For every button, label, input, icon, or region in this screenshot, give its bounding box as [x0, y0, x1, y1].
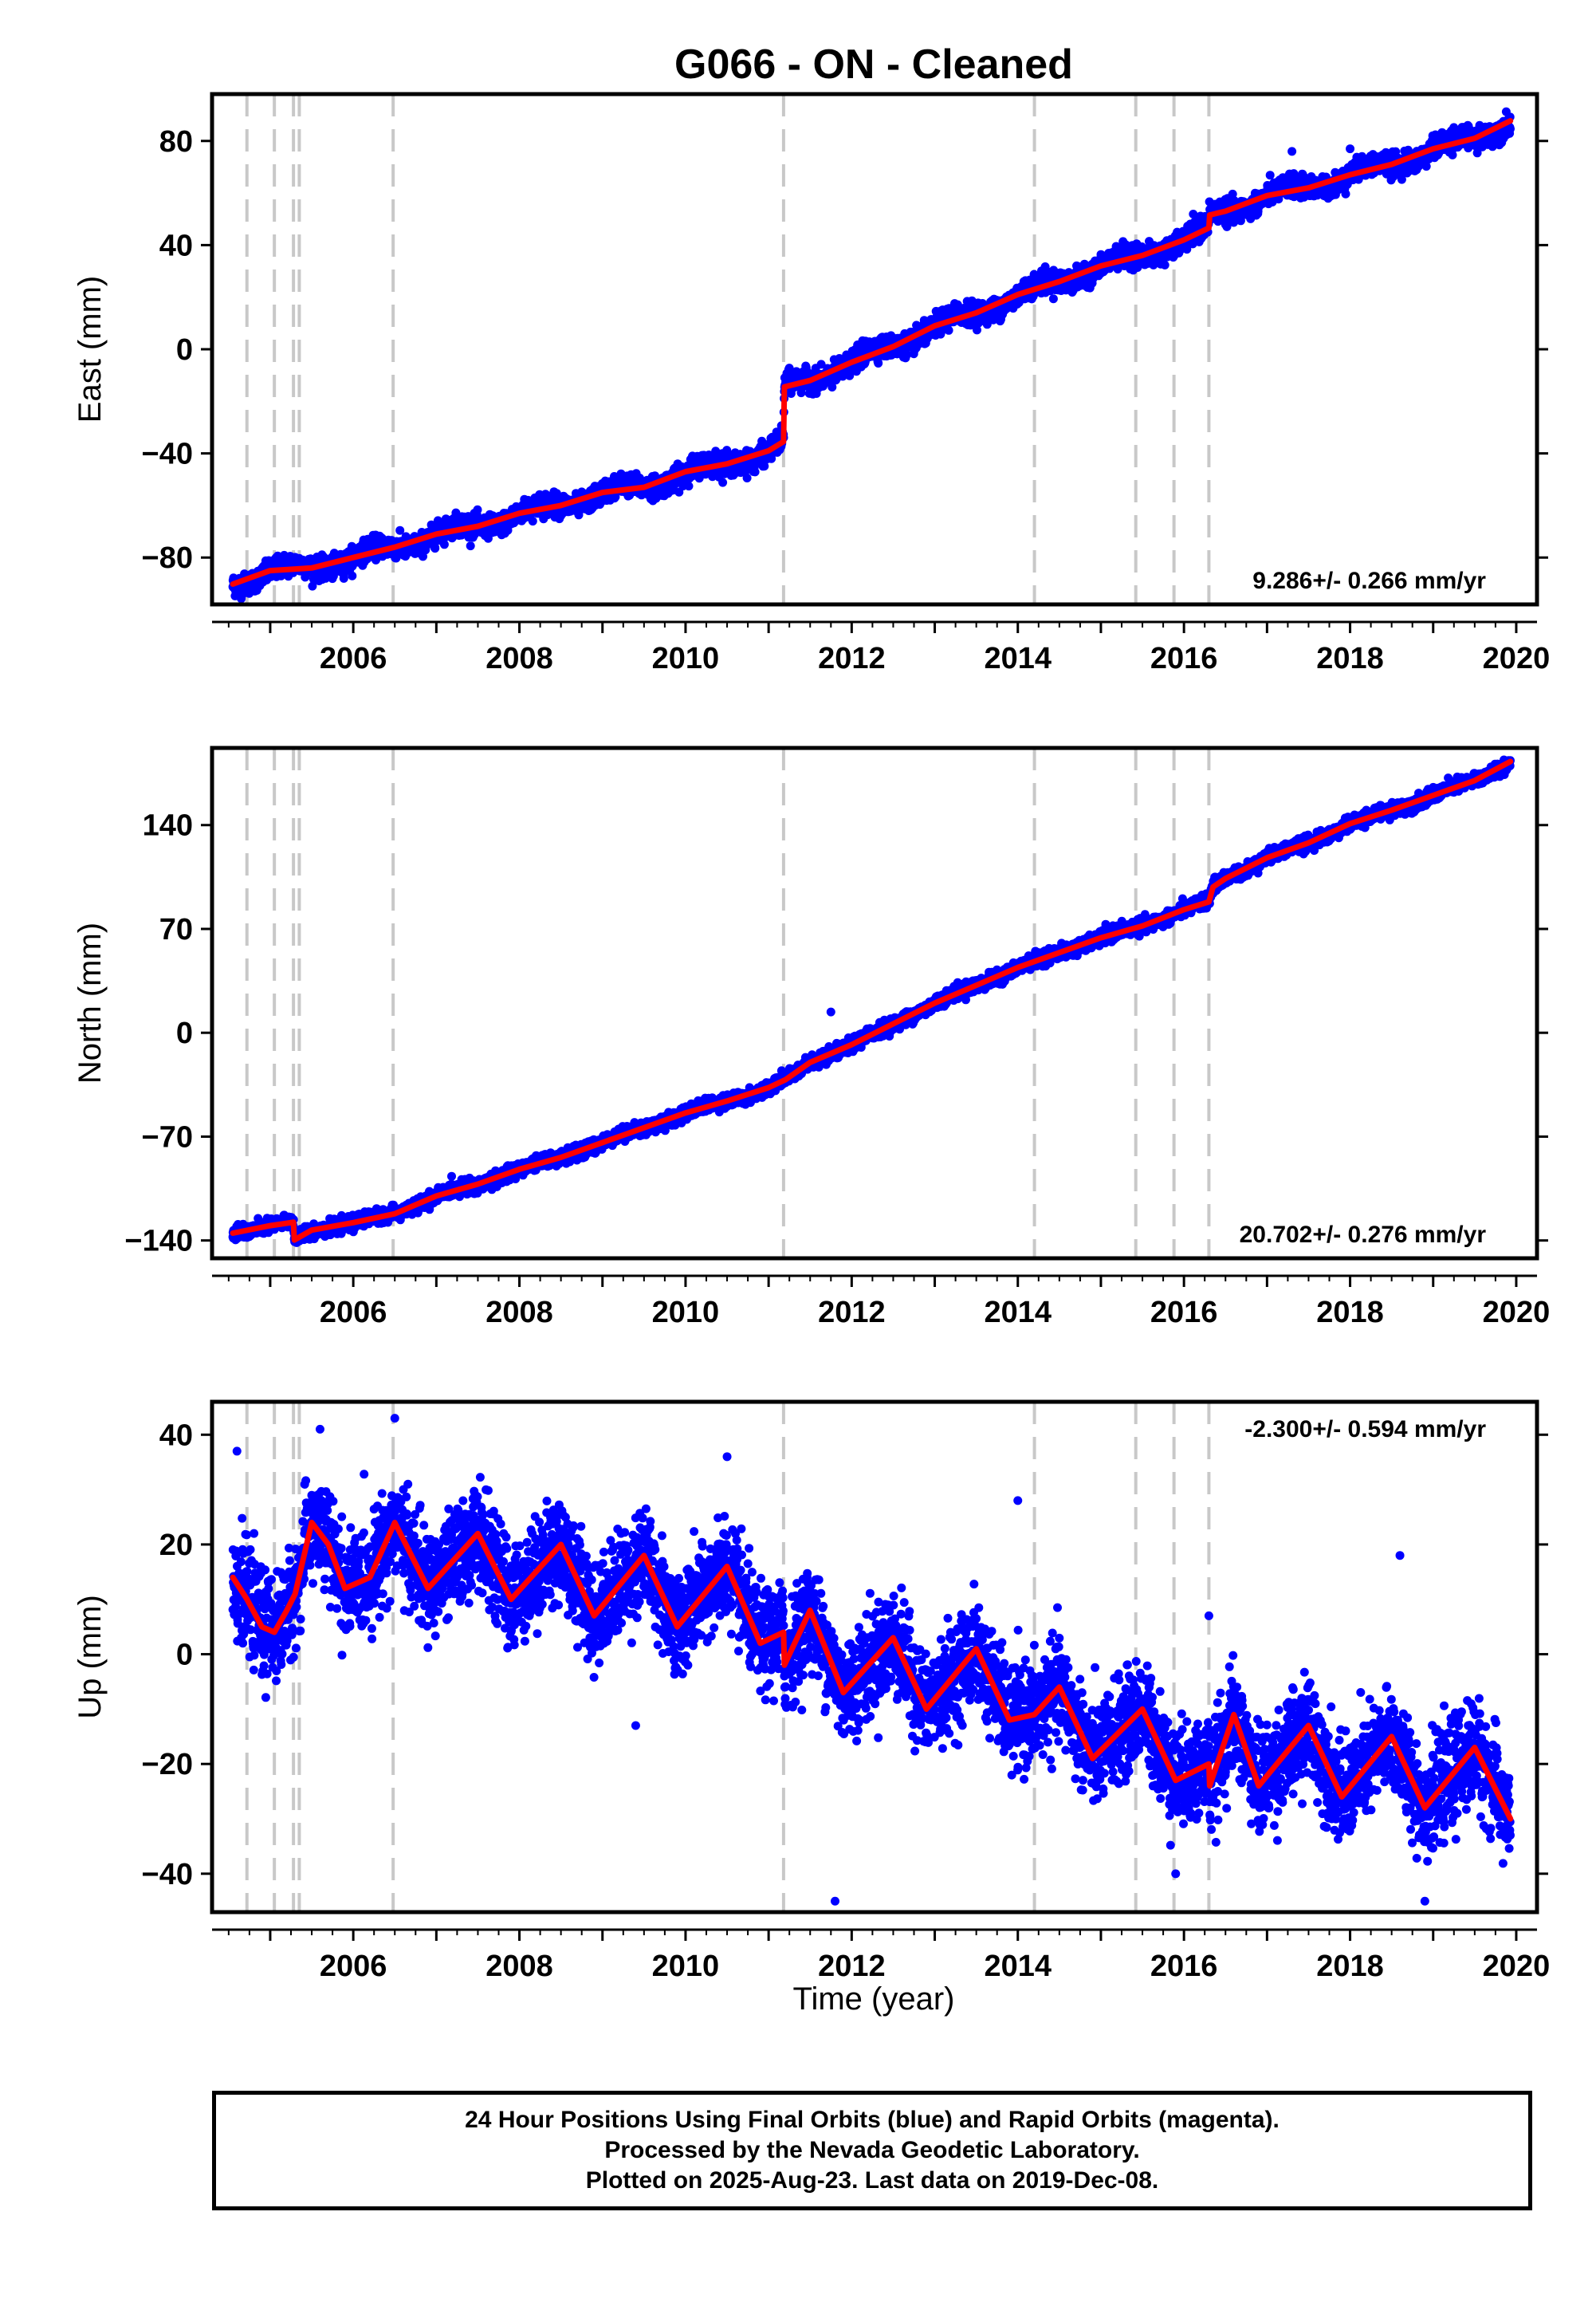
data-point [1160, 260, 1169, 270]
data-point [466, 541, 475, 551]
data-point [1048, 294, 1058, 304]
data-point [473, 505, 482, 514]
data-point [348, 571, 357, 580]
data-point [439, 540, 449, 549]
data-point [902, 351, 911, 360]
data-point [308, 581, 317, 591]
data-point [339, 573, 348, 583]
data-point [528, 517, 537, 526]
figure-title: G066 - ON - Cleaned [674, 41, 1073, 88]
data-point [684, 482, 694, 491]
data-point [874, 359, 883, 368]
data-point [1265, 171, 1275, 180]
data-point [718, 478, 728, 487]
data-point [395, 525, 405, 535]
data-point [750, 467, 760, 477]
data-point [430, 544, 440, 553]
data-point [1341, 189, 1350, 199]
data-point [944, 325, 953, 335]
data-point [742, 474, 752, 482]
